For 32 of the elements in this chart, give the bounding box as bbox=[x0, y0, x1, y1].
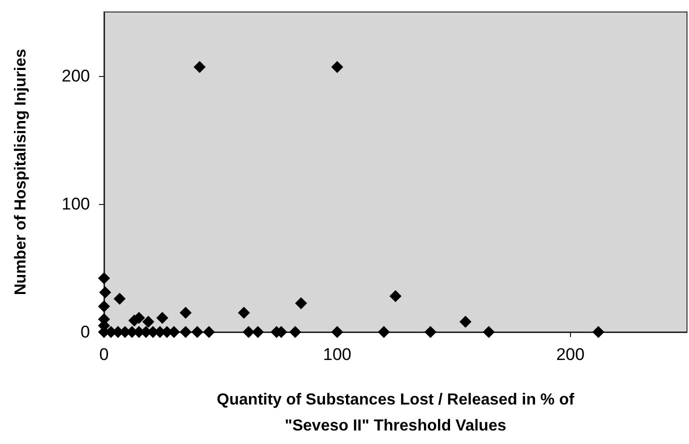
y-tick-label: 0 bbox=[80, 322, 90, 342]
point bbox=[191, 326, 204, 338]
y-tick-label: 200 bbox=[62, 66, 90, 86]
point bbox=[114, 292, 126, 305]
point bbox=[424, 326, 436, 338]
x-axis-title: Quantity of Substances Lost / Released in % of "Seveso II" Threshold Values bbox=[216, 392, 575, 434]
point bbox=[142, 316, 154, 328]
point bbox=[482, 326, 495, 338]
point bbox=[180, 306, 192, 319]
point bbox=[99, 286, 112, 298]
point bbox=[289, 326, 302, 338]
point bbox=[252, 326, 264, 338]
point bbox=[331, 326, 344, 338]
point bbox=[592, 326, 604, 338]
point bbox=[156, 312, 168, 324]
point bbox=[202, 326, 215, 338]
point bbox=[238, 306, 250, 319]
point bbox=[180, 326, 192, 338]
point bbox=[295, 297, 308, 310]
y-tick-label: 100 bbox=[62, 194, 90, 214]
point bbox=[390, 290, 402, 302]
x-tick-label: 200 bbox=[556, 345, 585, 364]
point bbox=[194, 61, 206, 74]
point bbox=[459, 316, 472, 328]
point bbox=[378, 326, 390, 338]
y-axis-title: Number of Hospitalising Injuries bbox=[12, 48, 30, 296]
point bbox=[242, 326, 255, 338]
point bbox=[98, 300, 110, 312]
point bbox=[331, 61, 344, 74]
x-tick-label: 0 bbox=[99, 345, 109, 364]
x-tick-label: 100 bbox=[323, 345, 352, 364]
point bbox=[98, 272, 110, 284]
